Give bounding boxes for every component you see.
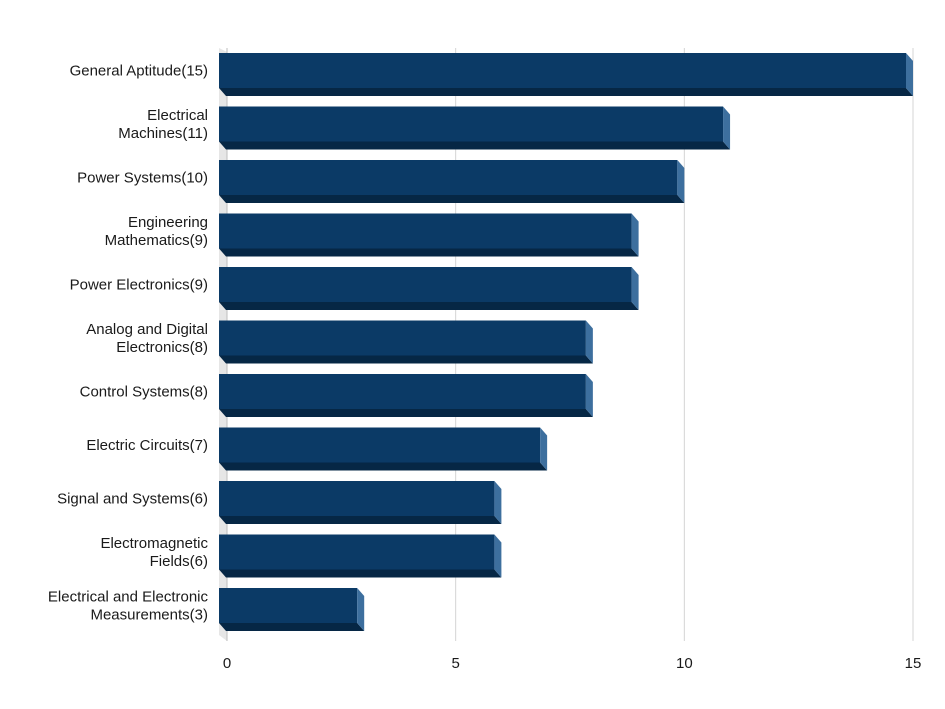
bar xyxy=(219,106,731,150)
category-label: Control Systems(8) xyxy=(80,384,208,401)
bar-side xyxy=(357,588,365,631)
bar xyxy=(219,267,639,310)
bar xyxy=(219,534,502,578)
category-label: Analog and Digital Electronics(8) xyxy=(86,321,208,356)
category-label: Engineering Mathematics(9) xyxy=(105,214,208,249)
x-tick-label: 10 xyxy=(676,655,693,672)
category-label: Power Electronics(9) xyxy=(70,277,208,294)
bar xyxy=(219,427,548,471)
x-tick-label: 0 xyxy=(223,655,231,672)
bar-front xyxy=(219,160,678,195)
bar xyxy=(219,160,685,203)
category-label: General Aptitude(15) xyxy=(70,63,208,80)
bar-bottom xyxy=(219,409,593,417)
x-tick-label: 15 xyxy=(905,655,922,672)
bar-side xyxy=(494,534,502,578)
x-axis-ticks: 0 5 10 15 xyxy=(223,655,922,672)
category-labels: General Aptitude(15) Electrical Machines(1… xyxy=(48,63,209,624)
bar-side xyxy=(540,427,548,471)
bar-front xyxy=(219,53,906,88)
bar-bottom xyxy=(219,516,502,524)
bar-side xyxy=(677,160,685,203)
bar-bottom xyxy=(219,248,639,257)
bar xyxy=(219,588,365,631)
bar-bottom xyxy=(219,462,548,471)
category-label: Electrical Machines(11) xyxy=(118,107,208,142)
bar-bottom xyxy=(219,623,365,631)
bar-front xyxy=(219,106,724,142)
bar-side xyxy=(906,53,913,96)
bar-side xyxy=(631,213,639,257)
bar-bottom xyxy=(219,195,685,203)
bar-side xyxy=(585,320,593,364)
bar-bottom xyxy=(219,88,913,96)
category-label: Power Systems(10) xyxy=(77,170,208,187)
bar-front xyxy=(219,534,495,570)
bar-front xyxy=(219,481,495,516)
bar xyxy=(219,53,913,96)
bar-front xyxy=(219,213,632,249)
x-tick-label: 5 xyxy=(451,655,459,672)
bar-front xyxy=(219,374,586,409)
bar-bottom xyxy=(219,569,502,578)
bar-side xyxy=(585,374,593,417)
bar xyxy=(219,213,639,257)
category-label: Electromagnetic Fields(6) xyxy=(100,535,208,570)
bar xyxy=(219,481,502,524)
bar-side xyxy=(723,106,731,150)
category-label: Signal and Systems(6) xyxy=(57,491,208,508)
bar-front xyxy=(219,267,632,302)
bar-front xyxy=(219,588,358,623)
bar-bottom xyxy=(219,355,593,364)
category-label: Electric Circuits(7) xyxy=(86,437,208,454)
bar-bottom xyxy=(219,141,731,150)
bar-front xyxy=(219,427,541,463)
bar-bottom xyxy=(219,302,639,310)
category-label: Electrical and Electronic Measurements(3) xyxy=(48,589,209,624)
bar xyxy=(219,320,593,364)
bar-front xyxy=(219,320,586,356)
chart-bars xyxy=(219,53,913,631)
bar-side xyxy=(494,481,502,524)
bar xyxy=(219,374,593,417)
bar-side xyxy=(631,267,639,310)
